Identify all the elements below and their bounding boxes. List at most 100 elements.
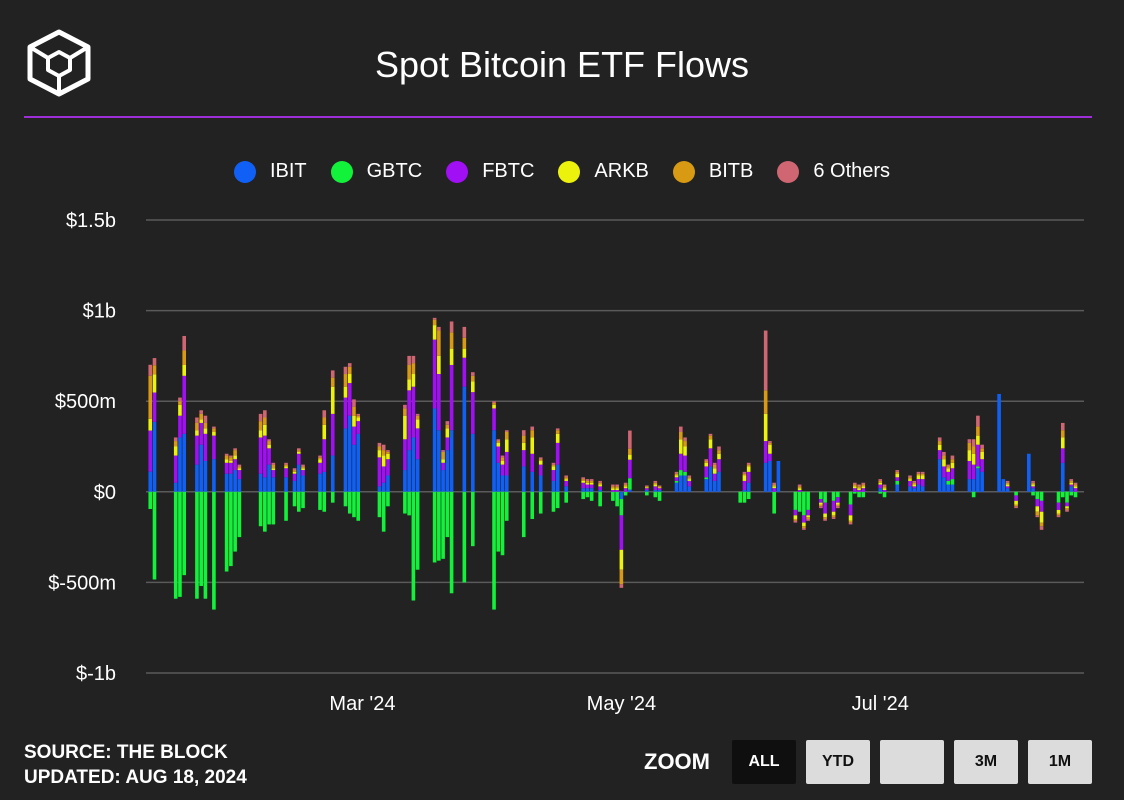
bar-segment-gbtc [504, 491, 509, 521]
bar-segment-fbtc [538, 464, 543, 476]
bar-segment-arkb [628, 454, 632, 460]
bar-segment-fbtc [347, 383, 352, 416]
bar-segment-gbtc [381, 491, 386, 532]
bar-segment-bitb [581, 479, 585, 481]
bar-segment-arkb [916, 475, 921, 480]
bar-segment-arkb [674, 475, 679, 478]
bar-segment-ibit [352, 444, 356, 492]
bar-segment-gbtc [1060, 491, 1065, 498]
bar-segment-ibit [292, 480, 297, 492]
bar-segment-ibit [581, 488, 585, 492]
bar-segment-ibit [432, 408, 437, 492]
bar-segment-fbtc [674, 477, 679, 481]
bar-segment-fbtc [356, 421, 361, 434]
bar-segment-gbtc [819, 491, 823, 500]
bar-segment-bitb [504, 432, 509, 440]
bar-segment-arkb [263, 424, 267, 436]
bar-segment-bitb [950, 459, 955, 463]
bar-segment-arkb [623, 486, 628, 489]
bar-segment-bitb [823, 517, 827, 519]
bar-segment-fbtc [195, 435, 199, 465]
legend-item-gbtc[interactable]: GBTC [330, 160, 422, 183]
bar-segment-fbtc [441, 462, 445, 471]
bar-segment-arkb [551, 466, 556, 471]
legend-item-fbtc[interactable]: FBTC [446, 160, 534, 183]
bar-segment-fbtc [678, 453, 683, 471]
bar-segment-gbtc [233, 491, 237, 552]
bar-segment-6-others [356, 413, 361, 416]
bar-segment-bitb [797, 486, 802, 489]
bar-segment-arkb [564, 479, 568, 481]
zoom-blank-button[interactable] [880, 740, 944, 784]
bar-segment-ibit [776, 461, 781, 492]
bar-segment-arkb [806, 515, 810, 518]
zoom-all-button[interactable]: ALL [732, 740, 796, 784]
legend-item-6-others[interactable]: 6 Others [777, 160, 890, 183]
legend-item-ibit[interactable]: IBIT [233, 160, 307, 183]
bar-segment-fbtc [237, 470, 242, 480]
bar-segment-arkb [1031, 484, 1035, 487]
bar-segment-arkb [1069, 482, 1074, 485]
bar-segment-bitb [301, 466, 305, 469]
bar-segment-bitb [853, 484, 857, 487]
bar-segment-6-others [772, 482, 776, 485]
bar-segment-fbtc [403, 439, 407, 471]
bar-segment-fbtc [878, 484, 883, 489]
y-tick-label: $0 [94, 482, 116, 504]
bar-segment-gbtc [1039, 491, 1044, 501]
bar-segment-gbtc [611, 491, 615, 501]
bar-segment-6-others [297, 448, 301, 451]
bar-segment-fbtc [802, 515, 806, 523]
bar-segment-fbtc [521, 450, 526, 467]
bar-segment-bitb [645, 486, 649, 488]
bar-segment-arkb [763, 413, 768, 442]
bar-segment-6-others [742, 471, 747, 474]
bar-segment-bitb [521, 435, 526, 443]
bar-segment-fbtc [857, 489, 861, 492]
bar-segment-fbtc [152, 392, 157, 422]
bar-segment-bitb [415, 415, 420, 420]
bar-segment-6-others [381, 444, 386, 451]
zoom-3m-button[interactable]: 3M [954, 740, 1018, 784]
bar-segment-fbtc [687, 480, 692, 487]
bar-segment-arkb [823, 513, 827, 518]
bar-segment-gbtc [797, 491, 802, 512]
bar-segment-fbtc [530, 453, 535, 472]
bar-segment-gbtc [377, 491, 382, 518]
legend-item-arkb[interactable]: ARKB [558, 160, 649, 183]
x-tick-label: May '24 [587, 693, 656, 715]
bar-segment-ibit [564, 486, 568, 492]
bar-segment-fbtc [793, 509, 798, 516]
bar-segment-fbtc [768, 453, 772, 461]
bar-segment-gbtc [831, 491, 836, 501]
bar-segment-fbtc [1005, 486, 1010, 489]
bar-segment-arkb [878, 482, 883, 485]
bar-segment-gbtc [793, 491, 798, 510]
bar-segment-gbtc [1065, 491, 1069, 503]
bar-segment-bitb [1069, 480, 1074, 483]
bar-segment-gbtc [853, 491, 857, 494]
bar-segment-bitb [322, 417, 327, 425]
bar-segment-6-others [831, 517, 836, 519]
bar-segment-arkb [861, 486, 866, 489]
bar-segment-fbtc [946, 471, 950, 481]
bar-segment-6-others [500, 455, 505, 458]
bar-segment-6-others [432, 317, 437, 320]
bar-segment-ibit [942, 477, 946, 492]
bar-segment-ibit [1001, 479, 1006, 492]
bar-segment-bitb [895, 471, 900, 474]
bar-segment-fbtc [432, 339, 437, 409]
zoom-1m-button[interactable]: 1M [1028, 740, 1092, 784]
bar-segment-bitb [1035, 511, 1040, 516]
zoom-ytd-button[interactable]: YTD [806, 740, 870, 784]
bar-segment-arkb [831, 511, 836, 516]
bar-segment-bitb [403, 408, 407, 416]
bar-segment-fbtc [263, 435, 267, 478]
bar-segment-6-others [182, 335, 186, 351]
bar-segment-arkb [848, 515, 853, 521]
bar-segment-gbtc [530, 491, 535, 519]
bar-segment-fbtc [1014, 495, 1018, 501]
bar-segment-gbtc [823, 491, 827, 503]
bar-segment-arkb [504, 439, 509, 452]
legend-item-bitb[interactable]: BITB [672, 160, 753, 183]
